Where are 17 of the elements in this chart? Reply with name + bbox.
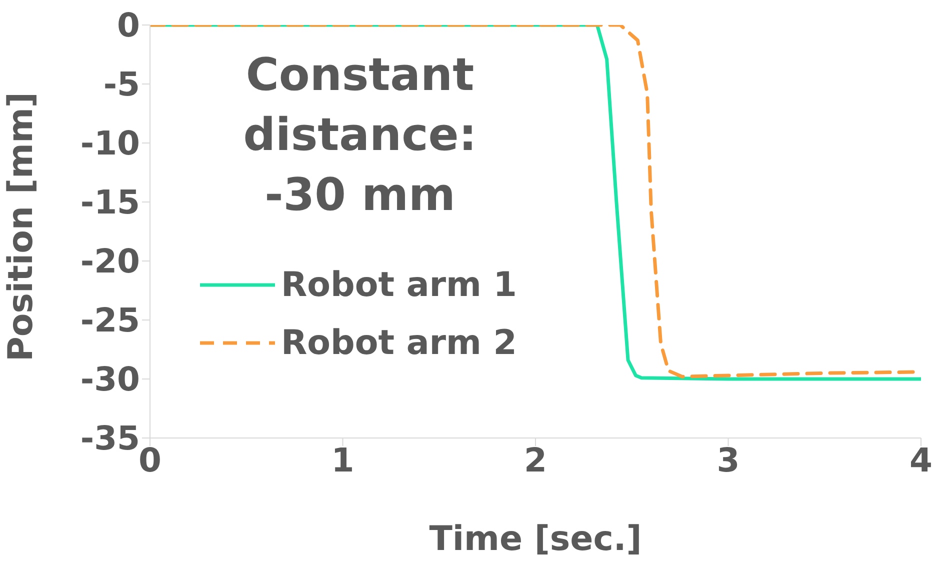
y-tick-label: -5 (103, 64, 140, 104)
x-tick-label: 2 (524, 440, 547, 480)
x-tick-label: 1 (331, 440, 354, 480)
y-tick-label: -10 (80, 124, 140, 163)
y-tick-label: -25 (80, 300, 140, 340)
x-tick-label: 3 (716, 440, 740, 480)
y-tick-label: -20 (80, 242, 140, 281)
y-axis-title: Position [mm] (1, 92, 42, 362)
x-tick-label: 4 (910, 440, 932, 480)
legend-label: Robot arm 2 (281, 323, 517, 363)
x-axis-title: Time [sec.] (429, 519, 642, 559)
annotation: Constant distance: -30 mm (242, 47, 478, 223)
legend-label: Robot arm 1 (281, 265, 517, 305)
y-tick-label: -35 (80, 418, 140, 458)
y-tick-label: -30 (80, 360, 140, 399)
y-tick-label: -15 (80, 182, 140, 222)
y-tick-label: 0 (117, 6, 140, 45)
